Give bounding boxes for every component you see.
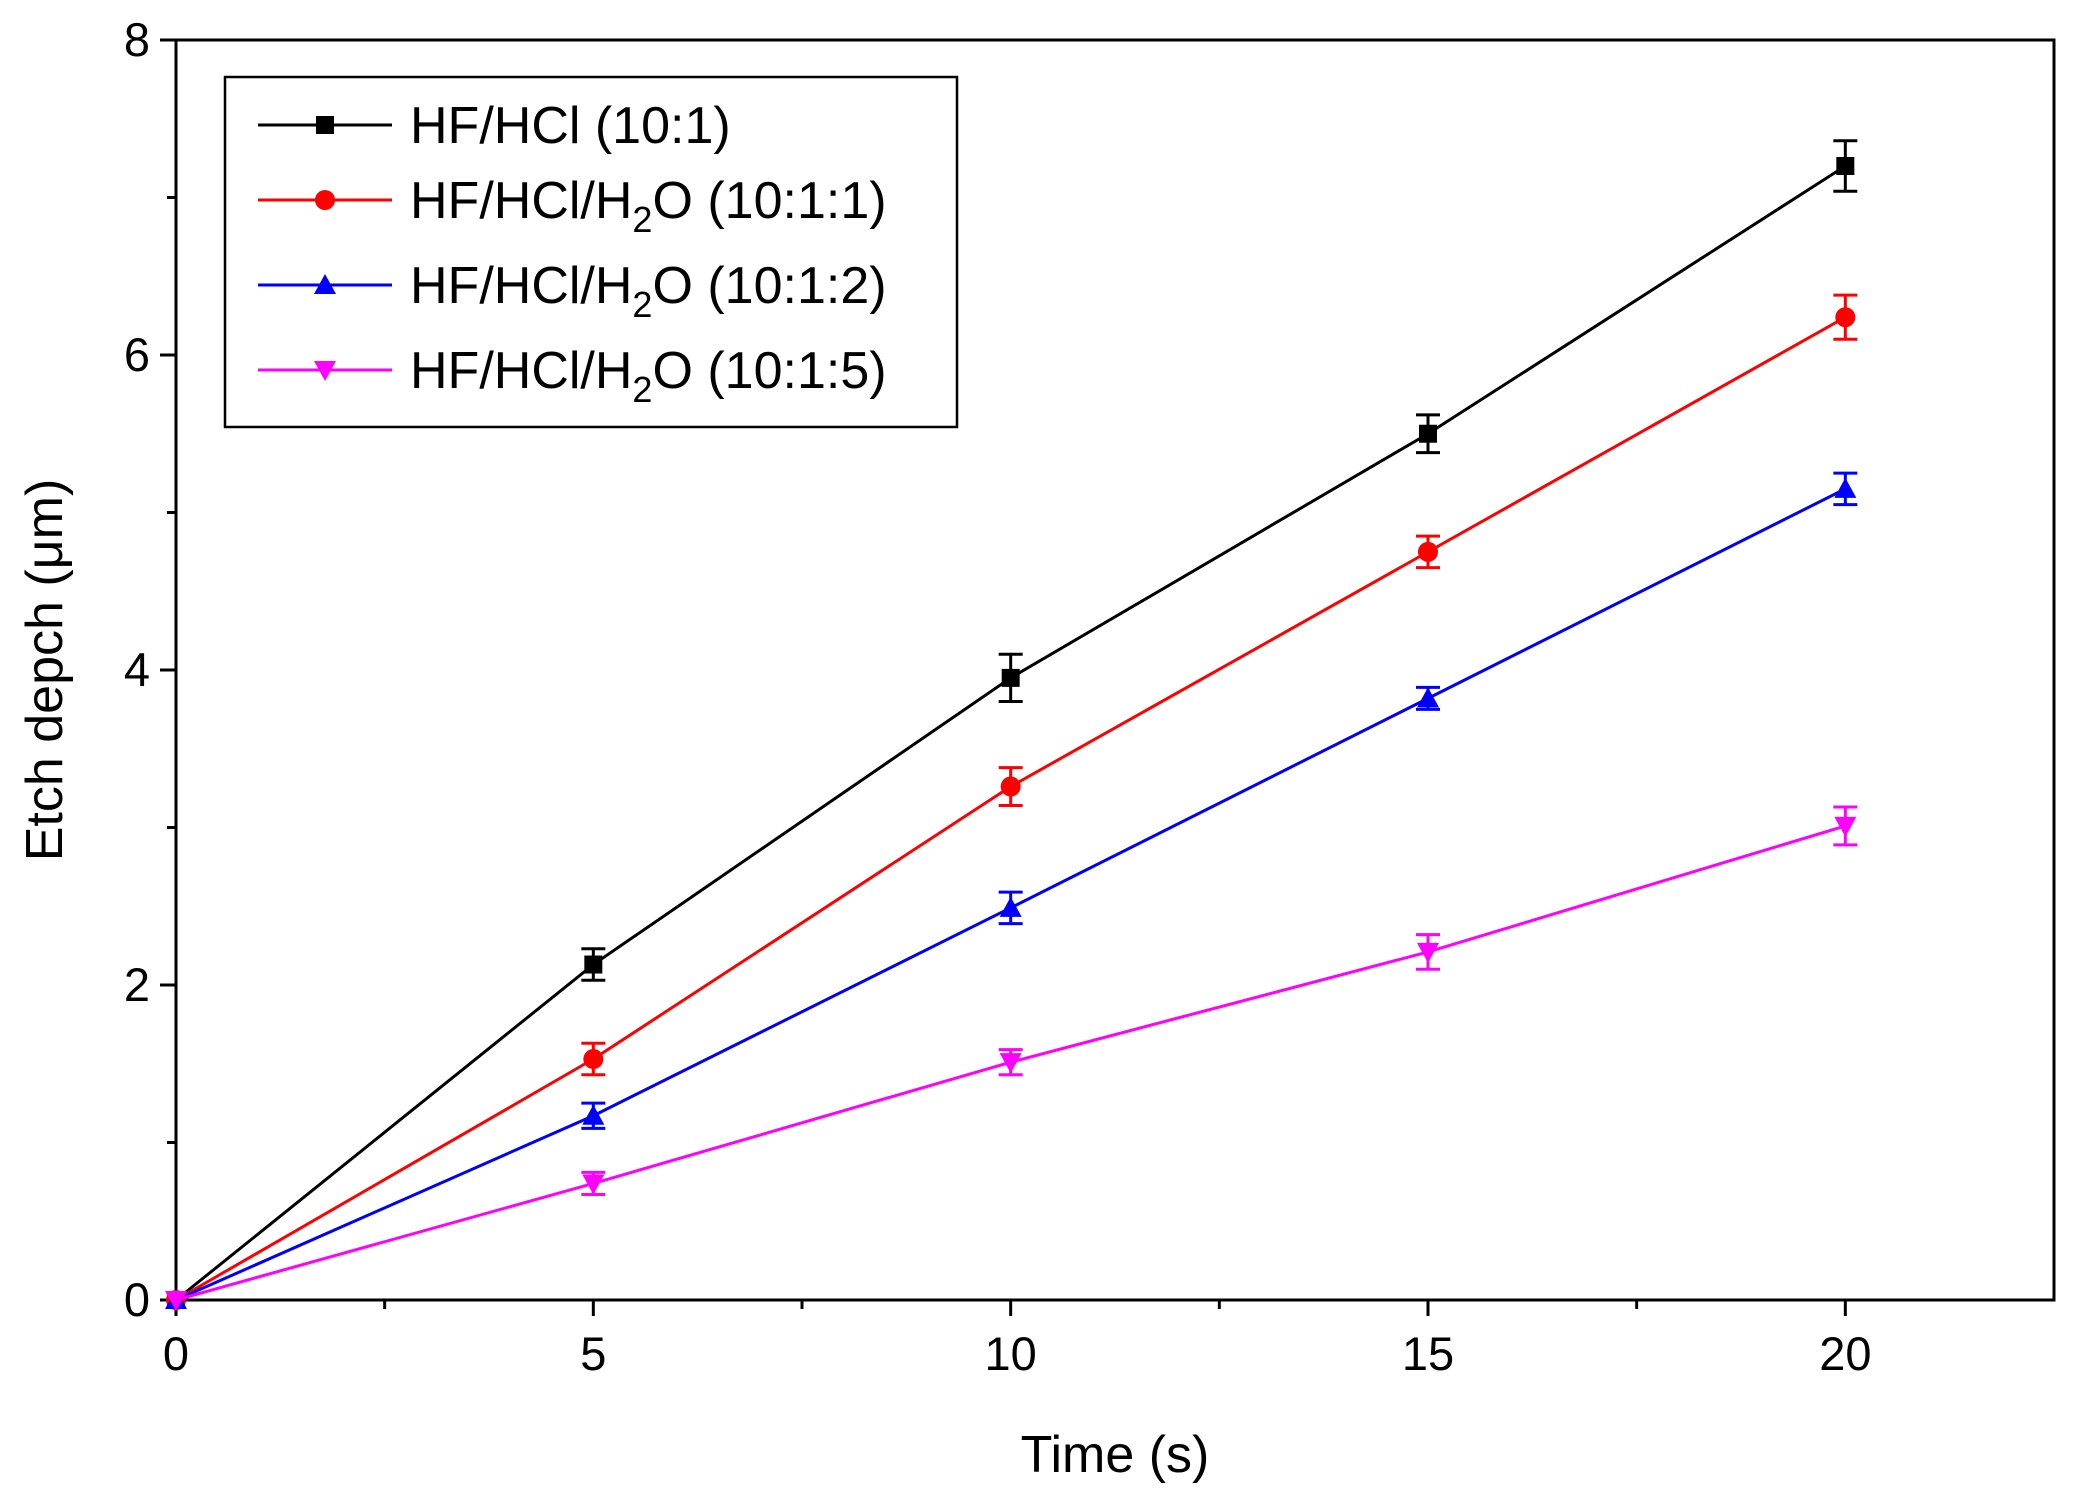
data-point (999, 896, 1022, 917)
legend-item-3: HF/HCl/H2O (10:1:2) (258, 257, 887, 325)
data-point (582, 1104, 605, 1125)
data-point (1418, 541, 1438, 562)
legend-marker (314, 274, 336, 294)
y-tick-label: 6 (124, 328, 150, 381)
legend-label: HF/HCl/H2O (10:1:2) (410, 257, 887, 325)
legend-marker (315, 190, 335, 210)
data-point (584, 955, 603, 974)
data-point (583, 1049, 604, 1070)
data-point (1000, 776, 1021, 797)
data-point (165, 1291, 187, 1311)
data-point (999, 1053, 1022, 1074)
data-point (1836, 157, 1855, 175)
data-point (1835, 307, 1856, 328)
series-line (175, 315, 1847, 1302)
legend: HF/HCl (10:1) HF/HCl/H2O (10:1:1) HF/HCl/H… (223, 75, 959, 429)
y-tick-labels: 0 2 4 6 8 (124, 13, 150, 1326)
x-tick-label: 15 (1402, 1327, 1454, 1380)
x-tick-label: 5 (580, 1327, 606, 1380)
legend-label: HF/HCl/H2O (10:1:1) (410, 172, 887, 240)
data-point (1417, 687, 1439, 708)
y-tick-label: 2 (124, 958, 150, 1011)
x-tick-label: 0 (163, 1327, 189, 1380)
legend-marker (316, 116, 334, 134)
legend-label: HF/HCl (10:1) (410, 97, 731, 155)
x-tick-labels: 0 5 10 15 20 (163, 1327, 1872, 1380)
data-point (1419, 424, 1437, 443)
axis-ticks (160, 38, 1847, 1316)
y-tick-label: 0 (124, 1273, 150, 1326)
legend-item-1: HF/HCl (10:1) (258, 97, 731, 155)
series-layer (165, 139, 1858, 1311)
x-tick-label: 20 (1819, 1327, 1871, 1380)
data-point (1001, 668, 1020, 687)
data-point (1834, 477, 1857, 498)
legend-label: HF/HCl/H2O (10:1:5) (410, 342, 887, 410)
x-axis-title: Time (s) (1021, 1426, 1210, 1484)
data-point (1417, 942, 1439, 963)
series-2 (166, 293, 1858, 1310)
y-tick-label: 8 (124, 13, 150, 66)
data-point (582, 1174, 605, 1195)
series-3 (165, 471, 1858, 1309)
series-4 (165, 805, 1858, 1311)
y-axis-title: Etch depch (μm) (16, 479, 74, 862)
legend-item-4: HF/HCl/H2O (10:1:5) (258, 342, 887, 410)
y-tick-label: 4 (124, 643, 150, 696)
x-tick-label: 10 (985, 1327, 1037, 1380)
legend-item-2: HF/HCl/H2O (10:1:1) (258, 172, 887, 240)
data-point (1834, 816, 1857, 837)
legend-marker (314, 361, 336, 381)
